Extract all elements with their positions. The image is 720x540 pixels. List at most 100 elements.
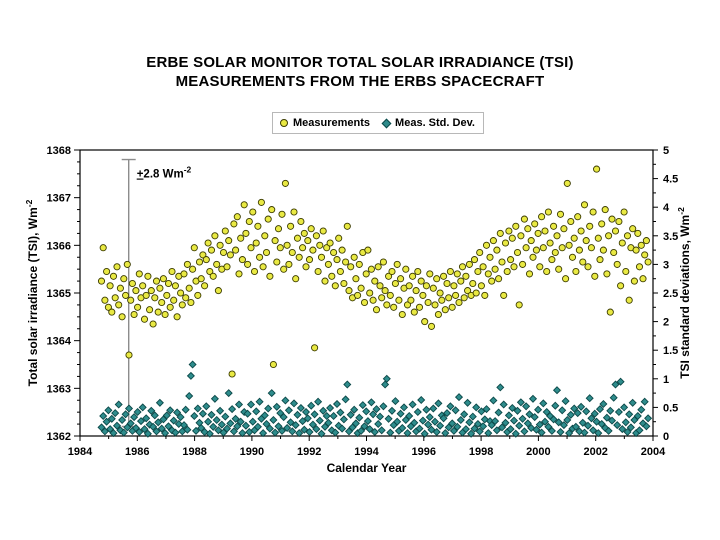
measurement-point xyxy=(362,270,370,278)
measurement-point xyxy=(355,260,363,268)
measurement-point xyxy=(285,260,293,268)
measurement-point xyxy=(488,277,496,285)
measurement-point xyxy=(599,246,607,254)
measurement-point xyxy=(510,263,518,271)
measurement-point xyxy=(538,213,546,221)
measurement-point xyxy=(474,267,482,276)
stddev-point xyxy=(525,410,534,419)
measurement-point xyxy=(601,206,609,214)
stddev-point xyxy=(248,417,257,426)
measurement-point xyxy=(544,208,552,216)
measurement-point xyxy=(462,272,470,280)
stddev-point xyxy=(308,420,317,429)
stddev-point xyxy=(269,415,278,425)
chart-title-line1: ERBE SOLAR MONITOR TOTAL SOLAR IRRADIANC… xyxy=(146,54,574,71)
measurement-point xyxy=(317,253,326,261)
stddev-point xyxy=(185,391,194,401)
stddev-point xyxy=(472,403,481,412)
stddev-point xyxy=(379,402,388,411)
stddev-point xyxy=(312,425,321,434)
stddev-point xyxy=(454,393,464,402)
measurement-point xyxy=(202,256,210,264)
stddev-point xyxy=(307,401,316,410)
measurement-point xyxy=(338,246,346,254)
stddev-point xyxy=(523,419,532,428)
stddev-point xyxy=(130,413,139,422)
stddev-point xyxy=(386,428,395,437)
stddev-point xyxy=(315,416,324,425)
measurement-point xyxy=(572,267,580,276)
measurement-point xyxy=(484,270,492,278)
measurement-point xyxy=(256,253,264,261)
measurement-point xyxy=(281,179,289,187)
measurement-point xyxy=(369,296,377,304)
measurement-point xyxy=(113,263,121,271)
measurement-marker-icon xyxy=(280,119,288,127)
stddev-point xyxy=(644,414,653,423)
x-tick-label: 2002 xyxy=(583,446,607,458)
stddev-point xyxy=(229,427,238,436)
measurement-point xyxy=(309,246,317,254)
stddev-point xyxy=(489,396,498,405)
stddev-point xyxy=(583,421,593,430)
measurement-point xyxy=(168,267,176,276)
stddev-point xyxy=(173,408,182,417)
stddev-point xyxy=(599,399,608,409)
x-axis: 1984 1986 1988 1990 1992 1994 1996 1998 2000 2002… xyxy=(68,436,666,458)
measurement-point xyxy=(613,260,621,268)
stddev-point xyxy=(231,414,240,423)
stddev-point xyxy=(577,402,586,411)
stddev-point xyxy=(637,405,646,414)
stddev-point xyxy=(424,420,433,429)
measurement-point xyxy=(104,303,112,311)
stddev-point xyxy=(585,394,594,403)
measurement-point xyxy=(146,306,154,314)
stddev-point xyxy=(559,421,568,430)
stddev-point xyxy=(616,377,625,386)
measurement-point xyxy=(635,263,644,271)
stddev-point xyxy=(224,389,233,398)
stddev-point xyxy=(259,429,268,438)
measurement-point xyxy=(551,248,559,257)
measurement-point xyxy=(214,287,222,295)
stddev-point xyxy=(511,429,520,438)
stddev-point xyxy=(420,429,429,438)
measurement-point xyxy=(190,244,198,252)
stddev-point xyxy=(415,424,424,433)
stddev-point xyxy=(566,410,575,419)
stddev-point xyxy=(444,423,453,432)
stddev-point xyxy=(396,409,405,418)
measurement-point xyxy=(519,260,527,268)
stddev-point xyxy=(279,413,288,422)
stddev-point xyxy=(124,404,134,413)
stddev-point xyxy=(540,417,550,426)
measurement-point xyxy=(252,239,260,247)
measurement-point xyxy=(178,301,186,309)
stddev-point xyxy=(267,389,276,398)
stddev-point xyxy=(429,404,438,413)
measurement-point xyxy=(194,291,202,299)
measurement-point xyxy=(546,239,554,247)
measurement-point xyxy=(644,258,652,266)
measurement-point xyxy=(496,229,504,237)
measurement-point xyxy=(219,248,228,257)
measurement-point xyxy=(142,291,150,299)
x-tick-label: 1988 xyxy=(182,446,206,458)
stddev-point xyxy=(140,425,149,434)
stddev-point xyxy=(360,422,369,431)
stddev-point xyxy=(154,418,163,427)
measurement-point xyxy=(302,263,310,271)
stddev-point xyxy=(520,427,529,436)
stddev-point xyxy=(157,424,166,433)
measurement-point xyxy=(555,265,563,273)
stddev-point xyxy=(214,426,223,435)
y-left-tick-label: 1362 xyxy=(47,431,71,443)
y-right-tick-label: 1.5 xyxy=(663,345,678,357)
measurement-point xyxy=(611,227,620,235)
measurement-point xyxy=(297,217,305,226)
measurement-point xyxy=(479,263,487,271)
stddev-point xyxy=(119,428,128,437)
measurement-point xyxy=(550,222,558,230)
x-tick-label: 1996 xyxy=(412,446,436,458)
